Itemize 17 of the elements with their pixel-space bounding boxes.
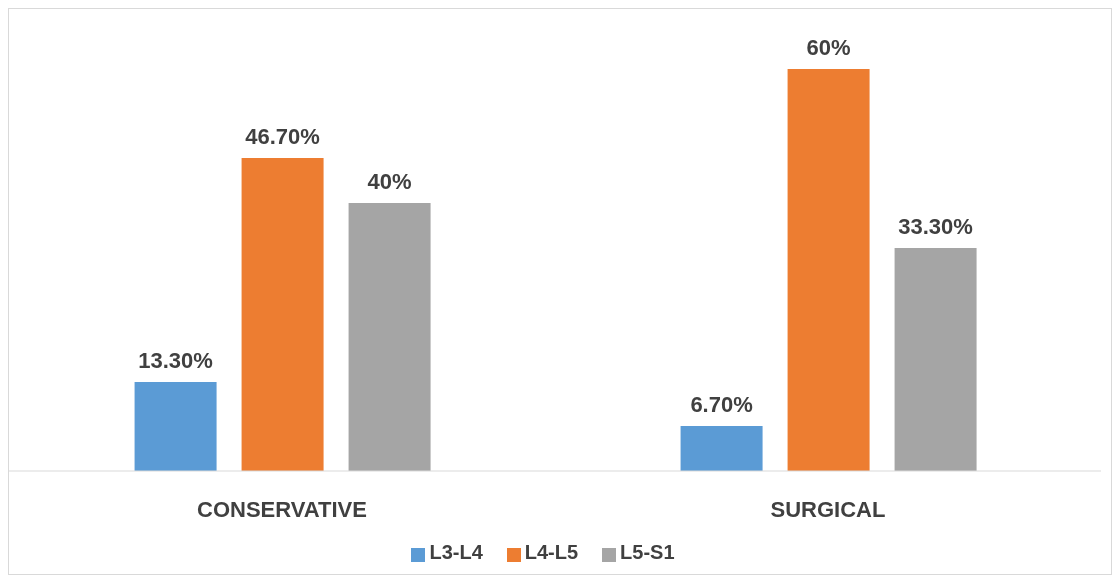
legend-label: L5-S1 [620, 541, 675, 563]
data-label: 33.30% [898, 213, 973, 239]
bar [680, 426, 763, 471]
x-tick-label: CONSERVATIVE [197, 496, 367, 522]
data-label: 60% [806, 35, 851, 60]
bar [241, 158, 324, 471]
data-label: 46.70% [245, 124, 320, 150]
data-label: 40% [367, 169, 412, 194]
bar [894, 247, 977, 471]
data-label: 13.30% [138, 347, 213, 373]
bar [348, 203, 431, 471]
bar [787, 69, 870, 471]
data-label: 6.70% [690, 392, 753, 418]
bar [134, 381, 217, 471]
x-tick-label: SURGICAL [770, 496, 886, 522]
legend-label: L4-L5 [524, 541, 579, 563]
legend-label: L3-L4 [429, 541, 483, 563]
